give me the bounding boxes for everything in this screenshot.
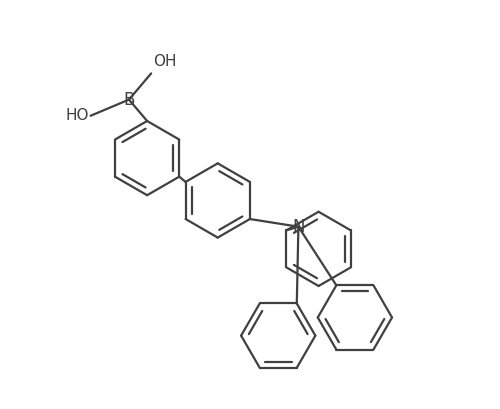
- Text: HO: HO: [65, 108, 88, 123]
- Text: OH: OH: [153, 54, 176, 70]
- Text: B: B: [124, 91, 134, 109]
- Text: N: N: [292, 218, 304, 236]
